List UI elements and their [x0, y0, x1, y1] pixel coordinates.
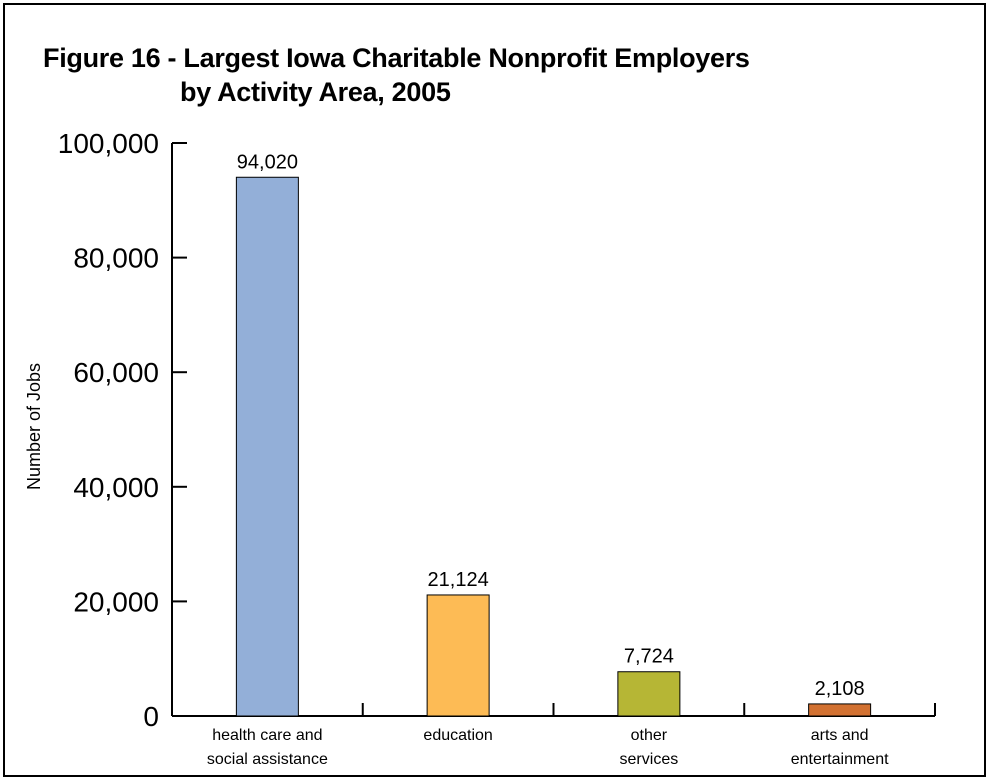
y-tick-label: 100,000: [58, 128, 159, 159]
bars: [235, 176, 872, 717]
category-labels: health care and social assistance educatio…: [207, 727, 889, 768]
y-tick-label: 60,000: [73, 357, 159, 388]
y-tick-label: 40,000: [73, 472, 159, 503]
category-label: education: [423, 727, 492, 744]
category-label: social assistance: [207, 751, 328, 768]
category-label: services: [620, 751, 679, 768]
data-label: 7,724: [624, 646, 674, 668]
category-label: health care and: [212, 727, 322, 744]
category-label: other: [631, 727, 668, 744]
data-label: 21,124: [428, 569, 489, 591]
category-label: arts and: [811, 727, 869, 744]
data-label: 2,108: [815, 678, 865, 700]
bar: [426, 594, 490, 717]
chart-frame: Figure 16 - Largest Iowa Charitable Nonp…: [3, 3, 986, 777]
y-tick-label: 0: [143, 701, 159, 732]
y-tick-label: 80,000: [73, 243, 159, 274]
y-axis-label: Number of Jobs: [24, 363, 44, 490]
chart-title-line2: by Activity Area, 2005: [180, 77, 451, 107]
y-tick-label: 20,000: [73, 586, 159, 617]
chart-title-line1: Figure 16 - Largest Iowa Charitable Nonp…: [43, 43, 750, 73]
bar: [617, 671, 681, 717]
bar: [808, 703, 872, 717]
x-axis: [172, 703, 936, 717]
bar: [235, 176, 299, 717]
y-axis: 0 20,000 40,000 60,000 80,000 100,000: [58, 128, 187, 732]
category-label: entertainment: [791, 751, 889, 768]
chart-title: Figure 16 - Largest Iowa Charitable Nonp…: [43, 41, 943, 109]
data-label: 94,020: [237, 151, 298, 173]
data-labels: 94,020 21,124 7,724 2,108: [237, 151, 865, 700]
